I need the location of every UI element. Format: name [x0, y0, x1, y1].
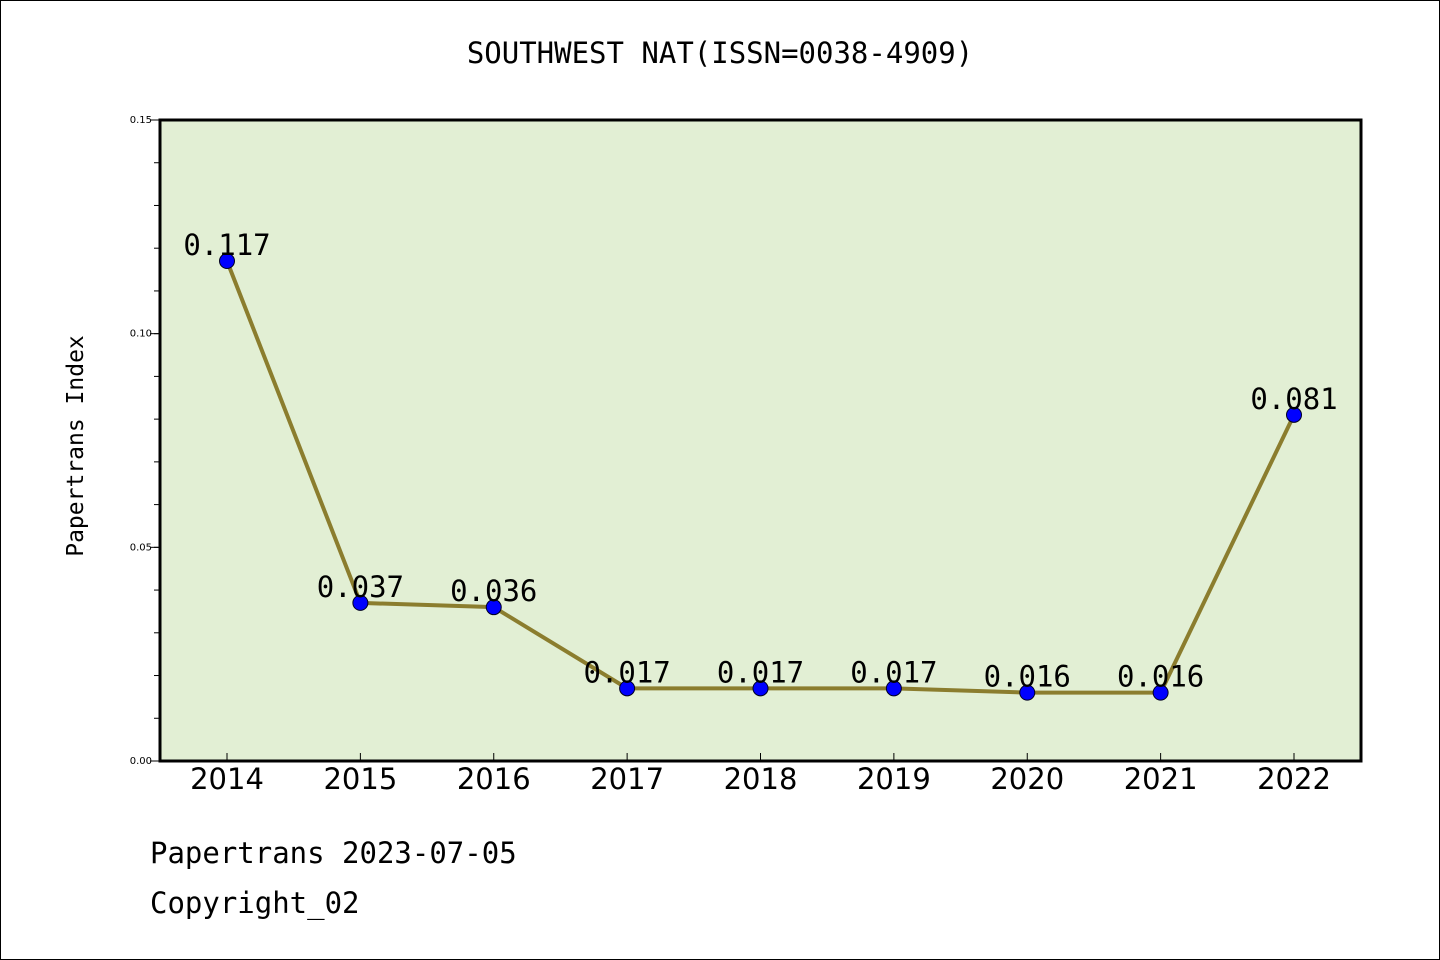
y-tick-label: 0.10 [130, 329, 152, 340]
data-label: 0.016 [1117, 660, 1204, 694]
data-point [1152, 684, 1169, 701]
data-label: 0.081 [1250, 382, 1337, 416]
x-tick-label: 2019 [857, 762, 931, 796]
x-tick-label: 2014 [190, 762, 264, 796]
x-tick-label: 2017 [590, 762, 664, 796]
data-point [219, 253, 235, 270]
y-tick-label: 0.15 [130, 115, 152, 126]
data-point [619, 680, 636, 697]
x-tick-label: 2015 [323, 762, 397, 796]
data-label: 0.037 [317, 570, 404, 604]
chart-title: SOUTHWEST NAT(ISSN=0038-4909) [466, 36, 974, 70]
x-tick-label: 2016 [457, 762, 531, 796]
footer-copyright: Copyright_02 [150, 886, 360, 920]
data-point [752, 680, 769, 697]
data-point [485, 599, 502, 616]
x-tick-label: 2020 [990, 762, 1064, 796]
data-label: 0.017 [850, 655, 937, 689]
x-tick-label: 2022 [1257, 762, 1331, 796]
data-label: 0.017 [717, 655, 804, 689]
x-tick-label: 2018 [724, 762, 798, 796]
data-point [352, 594, 369, 611]
data-point [1286, 406, 1302, 423]
data-point [885, 680, 902, 697]
data-label: 0.017 [583, 655, 670, 689]
y-tick-label: 0.00 [130, 756, 152, 767]
data-label: 0.117 [183, 228, 270, 262]
data-point [1019, 684, 1036, 701]
data-label: 0.016 [984, 660, 1071, 694]
footer-date: Papertrans 2023-07-05 [150, 836, 517, 870]
plot-border [158, 118, 1363, 763]
x-tick-label: 2021 [1124, 762, 1198, 796]
y-tick-label: 0.05 [130, 542, 152, 553]
data-label: 0.036 [450, 574, 537, 608]
plot-area [160, 120, 1361, 761]
